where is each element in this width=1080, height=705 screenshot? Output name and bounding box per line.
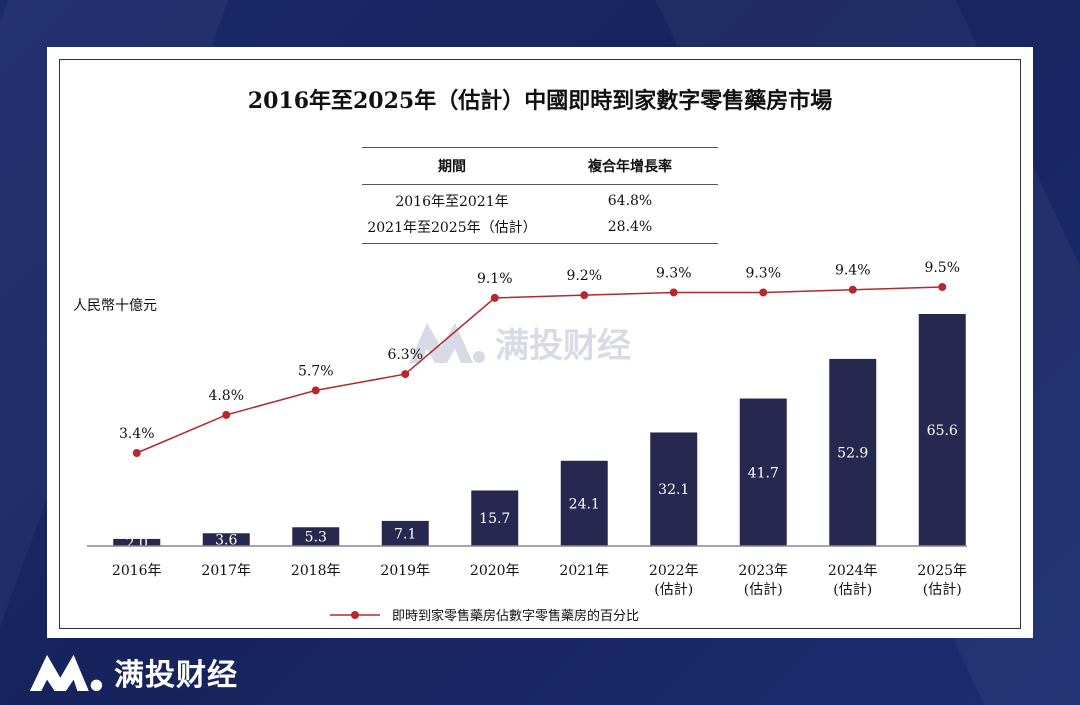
line-point [759,288,768,297]
line-point [401,370,410,379]
bar [739,398,787,546]
line-series [136,286,943,454]
x-tick-label: 2019年 [380,563,430,579]
line-point [580,291,589,300]
brand-name: 满投财经 [114,658,238,693]
line-point-label: 9.5% [924,260,960,276]
bar [829,358,877,546]
cagr-rate: 28.4% [542,214,718,244]
watermark-text: 满投财经 [495,325,631,366]
x-tick-label: 2021年 [559,563,609,579]
cagr-row: 2021年至2025年（估計） 28.4% [362,214,718,244]
bar [560,460,608,546]
line-point [938,283,947,291]
x-tick-label: (估計) [833,582,872,598]
line-point [490,293,499,302]
cagr-table: 期間 複合年增長率 2016年至2021年 64.8% 2021年至2025年（… [362,147,718,244]
bar-value-label: 52.9 [837,445,868,461]
bar-value-label: 32.1 [658,482,689,498]
line-point-label: 5.7% [298,363,334,379]
bar-value-label: 65.6 [927,423,958,439]
bar [918,314,966,546]
chart-title: 2016年至2025年（估計）中國即時到家數字零售藥房市場 [247,88,833,114]
x-tick-label: (估計) [654,582,693,598]
chart-card: 2016年至2025年（估計）中國即時到家數字零售藥房市場 期間 複合年增長率 … [47,47,1033,638]
line-point [222,410,231,419]
line-point [669,288,678,297]
bar-value-label: 41.7 [748,465,779,481]
cagr-header-period: 期間 [362,147,542,185]
line-point-label: 9.4% [835,263,871,279]
line-point-label: 3.4% [119,426,155,442]
line-point-label: 9.3% [745,265,781,281]
bar [381,520,429,546]
x-tick-label: (估計) [923,582,962,598]
cagr-header-rate: 複合年增長率 [542,147,718,185]
chart-frame [59,59,1021,629]
cagr-period: 2021年至2025年（估計） [362,214,542,244]
x-tick-label: 2023年 [738,563,788,579]
legend-label: 即時到家零售藥房佔數字零售藥房的百分比 [392,608,639,624]
line-point-label: 9.2% [566,268,602,284]
line-point-label: 9.3% [656,265,692,281]
chart-plot: 2.0 3.6 5.3 7.1 15.7 24.1 32.1 41.7 52.9 65.6 2016… [87,260,967,624]
line-point-label: 6.3% [387,347,423,363]
bar-value-label: 24.1 [569,496,600,512]
x-tick-label: 2025年 [917,563,967,579]
line-point [132,449,141,457]
bar [650,432,698,546]
cagr-rate: 64.8% [607,193,653,209]
x-tick-label: 2024年 [828,563,878,579]
cagr-row: 2016年至2021年 64.8% [362,185,718,215]
brand-logo-icon [29,654,103,691]
x-tick-label: 2022年 [649,563,699,579]
line-point-label: 4.8% [208,388,244,404]
bar [471,490,519,546]
bar-value-label: 7.1 [394,526,416,542]
y-unit-label: 人民幣十億元 [73,298,157,314]
bar [113,538,161,546]
x-tick-label: 2020年 [470,563,520,579]
x-tick-label: 2018年 [291,563,341,579]
bar-value-label: 3.6 [215,533,237,549]
watermark: 满投财经 [407,317,631,367]
x-tick-label: 2017年 [201,563,251,579]
line-point [848,285,857,294]
bar-value-label: 5.3 [305,530,327,546]
line-point-label: 9.1% [477,271,513,287]
cagr-period: 2016年至2021年 [395,194,509,210]
bar [202,533,250,546]
bar-value-label: 2.0 [126,535,148,551]
x-tick-label: (估計) [744,582,783,598]
line-point [311,386,320,395]
bottom-brand: 满投财经 [28,650,238,694]
x-tick-label: 2016年 [112,563,162,579]
bar [292,527,340,546]
bar-value-label: 15.7 [479,511,510,527]
legend-marker [351,611,359,619]
brand-logo-icon [409,323,485,363]
